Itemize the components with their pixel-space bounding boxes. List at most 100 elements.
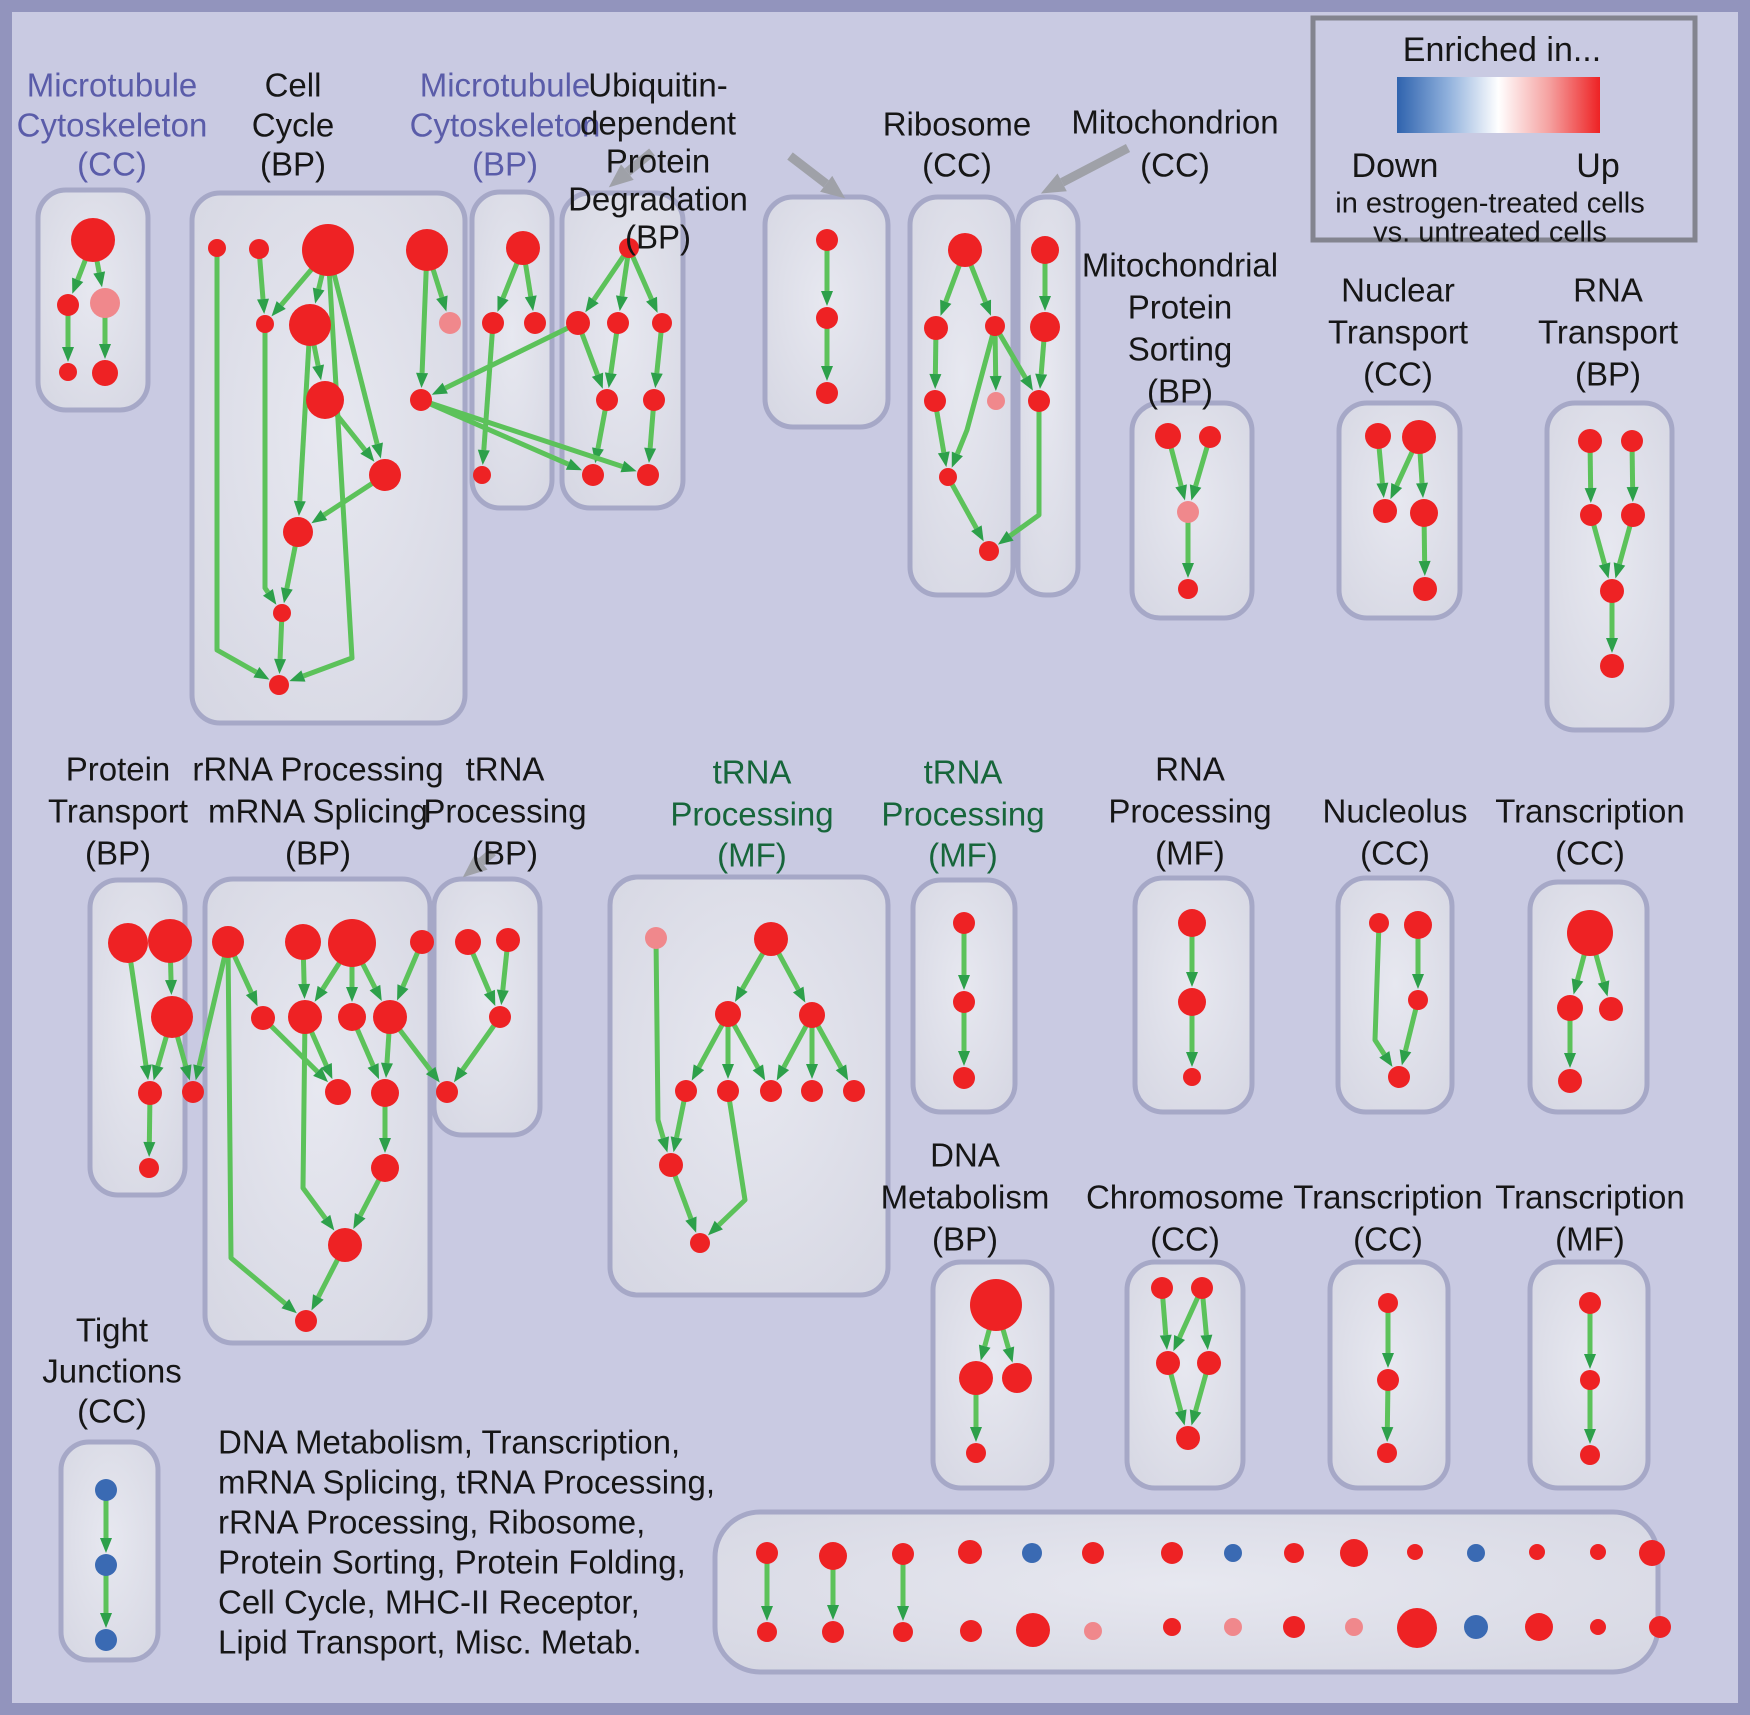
go-term-node <box>95 1554 117 1576</box>
go-term-node <box>799 1002 825 1028</box>
go-term-node <box>473 466 491 484</box>
edge-arrowhead <box>453 1066 468 1083</box>
cluster-label-rna_transport: Transport <box>1538 314 1678 351</box>
cluster-box-tight_junctions <box>58 1439 161 1663</box>
go-term-node <box>328 1228 362 1262</box>
cluster-label-mitochondrion: (CC) <box>1140 147 1210 184</box>
cluster-label-rrna: (BP) <box>285 835 351 872</box>
go-term-node <box>979 541 999 561</box>
go-term-node <box>273 604 291 622</box>
cluster-label-mps: (BP) <box>1147 373 1213 410</box>
go-term-node <box>1002 1363 1032 1393</box>
edge-arrowhead <box>1564 1053 1576 1068</box>
go-term-node <box>1404 911 1432 939</box>
edge-arrowhead <box>958 975 970 990</box>
go-term-node <box>690 1233 710 1253</box>
cluster-label-cell_cycle: Cell <box>265 67 322 104</box>
go-term-node <box>1410 499 1438 527</box>
cluster-label-mps: Sorting <box>1128 331 1233 368</box>
cluster-label-transcription_cc3: (CC) <box>1353 1221 1423 1258</box>
cluster-label-microtubule_bp: Microtubule <box>420 67 591 104</box>
cluster-label-trna_mf_small: tRNA <box>924 754 1003 791</box>
edge-arrowhead <box>100 1538 112 1553</box>
go-term-node <box>1579 1292 1601 1314</box>
cluster-label-ubiquitin: Degradation <box>568 181 748 218</box>
go-term-node <box>410 389 432 411</box>
go-term-node <box>843 1080 865 1102</box>
go-term-node <box>1365 423 1391 449</box>
edge-arrowhead <box>371 442 383 459</box>
edge-arrowhead <box>262 588 277 605</box>
edge-arrowhead <box>707 1220 723 1236</box>
edge-line <box>1008 401 1042 538</box>
cluster-label-microtubule_cc: Cytoskeleton <box>17 107 208 144</box>
go-term-node <box>566 311 590 335</box>
cluster-label-microtubule_bp: Cytoskeleton <box>410 107 601 144</box>
go-term-node <box>283 517 313 547</box>
go-term-node <box>1340 1539 1368 1567</box>
cluster-label-tight_junctions: (CC) <box>77 1393 147 1430</box>
cluster-label-rrna: rRNA Processing <box>192 751 443 788</box>
go-term-node <box>373 1000 407 1034</box>
edge-arrowhead <box>313 1067 329 1083</box>
footnote-line: DNA Metabolism, Transcription, <box>218 1424 680 1461</box>
cluster-label-transcription_cc2: Transcription <box>1495 793 1685 830</box>
go-term-node <box>953 991 975 1013</box>
cluster-label-mitochondrion: Mitochondrion <box>1071 104 1278 141</box>
go-term-node <box>1599 997 1623 1021</box>
edge-arrowhead <box>253 666 270 680</box>
edge-arrowhead <box>691 1064 705 1081</box>
cluster-label-ubiquitin: Ubiquitin- <box>588 67 727 104</box>
edge-arrowhead <box>897 1606 909 1621</box>
edge-arrowhead <box>62 347 74 362</box>
edge-arrowhead <box>776 1064 790 1081</box>
edge-arrowhead <box>143 1141 156 1158</box>
go-term-node <box>1369 913 1389 933</box>
go-term-node <box>1413 577 1437 601</box>
edge-line <box>1060 144 1131 187</box>
edge-arrowhead <box>274 658 287 675</box>
go-term-node <box>958 1540 982 1564</box>
go-term-node <box>369 459 401 491</box>
cluster-label-nuclear_transport: Transport <box>1328 314 1468 351</box>
go-term-node <box>1283 1616 1305 1638</box>
edge-line <box>787 152 829 188</box>
cluster-label-trna_mf_large: Processing <box>670 796 833 833</box>
go-term-node <box>939 468 957 486</box>
go-term-node <box>148 919 192 963</box>
edge-arrowhead <box>1584 487 1597 504</box>
go-term-node <box>1407 1544 1423 1560</box>
edge-arrowhead <box>958 1051 970 1066</box>
edge-arrowhead <box>591 372 604 389</box>
cluster-label-ribosome: (CC) <box>922 147 992 184</box>
legend-subtitle: in estrogen-treated cells <box>1335 188 1645 220</box>
go-term-node <box>1224 1618 1242 1636</box>
go-term-node <box>482 312 504 334</box>
go-term-node <box>1525 1613 1553 1641</box>
go-term-node <box>1600 579 1624 603</box>
cluster-label-rna_processing: RNA <box>1155 751 1225 788</box>
go-term-node <box>948 233 982 267</box>
edge-arrowhead <box>1173 1335 1186 1352</box>
footnote-line: mRNA Splicing, tRNA Processing, <box>218 1464 715 1501</box>
cluster-label-protein_transport: (BP) <box>85 835 151 872</box>
go-term-node <box>406 229 448 271</box>
edge-arrowhead <box>1189 484 1202 501</box>
go-term-node <box>1284 1543 1304 1563</box>
go-term-node <box>1590 1544 1606 1560</box>
edge-arrowhead <box>397 984 409 1001</box>
footnote-line: Lipid Transport, Misc. Metab. <box>218 1624 642 1661</box>
edge-line <box>444 320 580 391</box>
gray-pointer-arrows <box>462 144 1131 878</box>
edge-arrowhead <box>179 1064 192 1081</box>
go-term-node <box>715 1001 741 1027</box>
edge-line <box>945 475 979 530</box>
cluster-box-mixed_bottom <box>712 1509 1661 1675</box>
go-term-node <box>1178 579 1198 599</box>
edge-arrowhead <box>165 979 178 996</box>
go-term-node <box>439 312 461 334</box>
go-term-node <box>489 1006 511 1028</box>
legend-title: Enriched in... <box>1403 31 1601 69</box>
